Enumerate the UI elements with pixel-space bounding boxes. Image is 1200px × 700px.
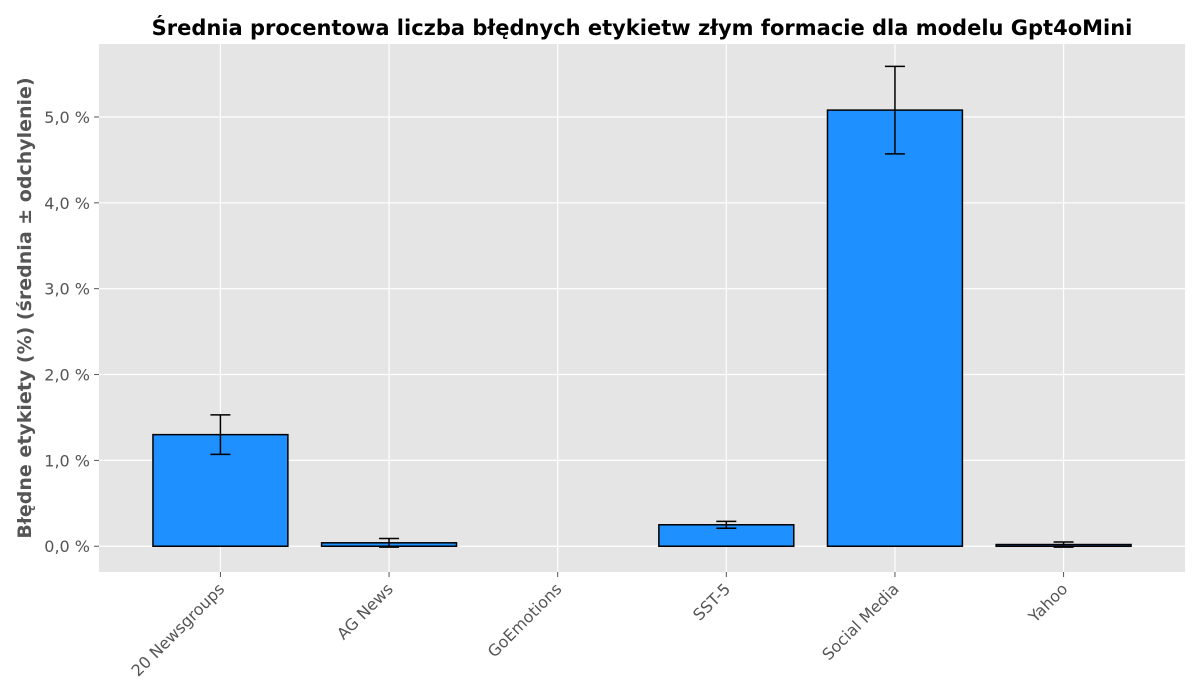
- y-tick-label: 0,0 %: [44, 537, 90, 556]
- y-tick-label: 1,0 %: [44, 451, 90, 470]
- x-tick-label: Yahoo: [1024, 579, 1071, 626]
- bars: [152, 109, 1132, 547]
- y-axis-label: Błędne etykiety (%) (średnia ± odchyleni…: [14, 77, 36, 538]
- error-bar: [210, 414, 231, 456]
- error-bars: [210, 65, 1074, 548]
- bar: [826, 109, 964, 547]
- y-tick-label: 2,0 %: [44, 366, 90, 385]
- error-bar: [716, 520, 737, 529]
- error-bar: [884, 65, 905, 155]
- x-tick-label: 20 Newsgroups: [127, 579, 228, 680]
- x-tick-label: SST-5: [689, 579, 734, 624]
- error-bar: [1053, 541, 1074, 548]
- chart-title: Średnia procentowa liczba błędnych etyki…: [152, 15, 1133, 40]
- y-tick-label: 4,0 %: [44, 194, 90, 213]
- x-tick-label: GoEmotions: [484, 579, 566, 661]
- error-bar: [379, 537, 400, 548]
- x-tick-label: AG News: [333, 579, 397, 643]
- y-tick-label: 5,0 %: [44, 108, 90, 127]
- y-axis-ticks: 0,0 % 1,0 % 2,0 % 3,0 % 4,0 % 5,0 %: [44, 108, 99, 556]
- x-tick-label: Social Media: [818, 579, 903, 664]
- y-tick-label: 3,0 %: [44, 280, 90, 299]
- x-axis-ticks: 20 Newsgroups AG News GoEmotions SST-5 Socia…: [127, 572, 1071, 680]
